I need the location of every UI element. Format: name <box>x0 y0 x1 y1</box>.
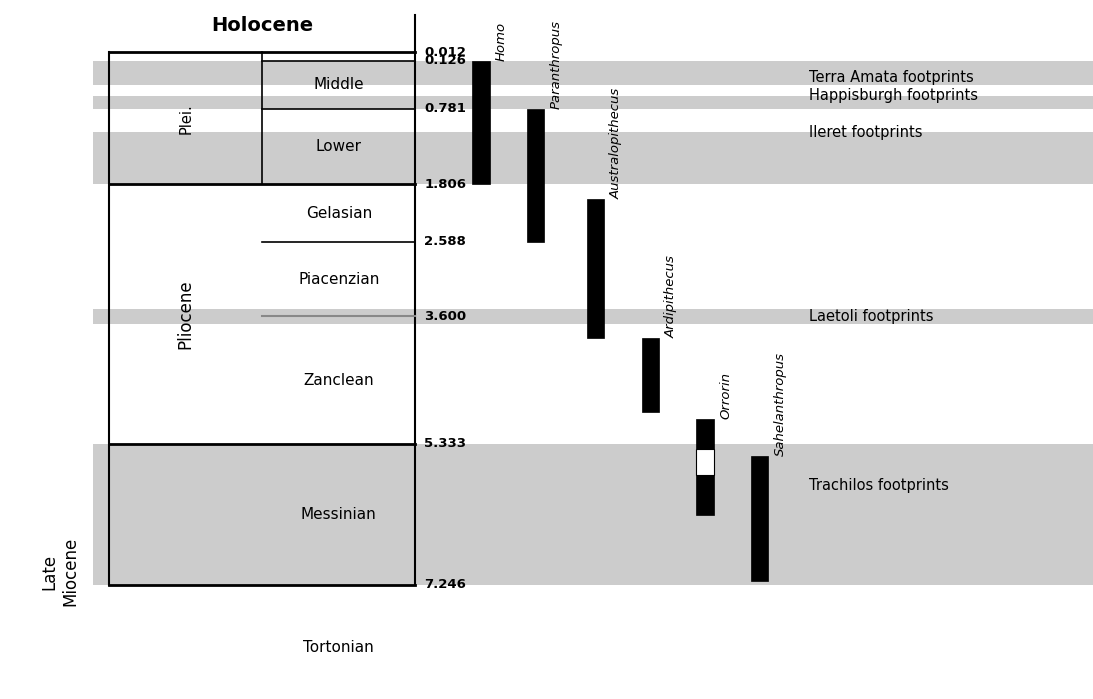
Text: Sahelanthropus: Sahelanthropus <box>774 352 787 456</box>
Text: Messinian: Messinian <box>301 507 377 522</box>
Bar <box>696 475 714 515</box>
Text: Gelasian: Gelasian <box>306 206 372 221</box>
Text: Piacenzian: Piacenzian <box>298 272 379 287</box>
Bar <box>696 419 714 449</box>
Bar <box>696 449 714 475</box>
Text: Ardipithecus: Ardipithecus <box>665 256 678 338</box>
Bar <box>93 132 1093 185</box>
Bar <box>472 61 490 185</box>
Text: Trachilos footprints: Trachilos footprints <box>809 478 949 493</box>
Bar <box>93 309 1093 324</box>
Text: 1.806: 1.806 <box>424 178 466 191</box>
Text: Terra Amata footprints: Terra Amata footprints <box>809 70 974 85</box>
Text: Late
Miocene: Late Miocene <box>40 537 80 606</box>
Bar <box>93 61 1093 85</box>
Bar <box>642 338 659 412</box>
Text: Australopithecus: Australopithecus <box>610 87 623 199</box>
Text: 7.246: 7.246 <box>424 578 466 591</box>
Bar <box>93 444 1093 584</box>
Text: Laetoli footprints: Laetoli footprints <box>809 309 933 324</box>
Text: Homo: Homo <box>495 22 508 61</box>
Text: Paranthropus: Paranthropus <box>550 20 563 109</box>
Text: 2.588: 2.588 <box>424 236 466 248</box>
Text: Happisburgh footprints: Happisburgh footprints <box>809 88 978 103</box>
Text: 0.126: 0.126 <box>424 55 466 67</box>
Text: Tortonian: Tortonian <box>304 640 374 655</box>
Text: 0.012: 0.012 <box>424 46 466 59</box>
Text: Plei.: Plei. <box>178 103 193 134</box>
Text: Ileret footprints: Ileret footprints <box>809 125 922 140</box>
Bar <box>93 96 1093 109</box>
Text: 3.600: 3.600 <box>424 310 467 323</box>
Bar <box>527 109 544 242</box>
Text: Holocene: Holocene <box>211 16 314 35</box>
Bar <box>751 456 768 582</box>
Text: Zanclean: Zanclean <box>304 373 374 388</box>
Text: 0.781: 0.781 <box>424 103 466 115</box>
Text: Pliocene: Pliocene <box>177 280 195 349</box>
Text: Orrorin: Orrorin <box>719 373 732 419</box>
Bar <box>587 199 604 338</box>
Text: Middle: Middle <box>314 78 364 92</box>
Text: 5.333: 5.333 <box>424 438 466 450</box>
Text: Lower: Lower <box>316 139 362 154</box>
